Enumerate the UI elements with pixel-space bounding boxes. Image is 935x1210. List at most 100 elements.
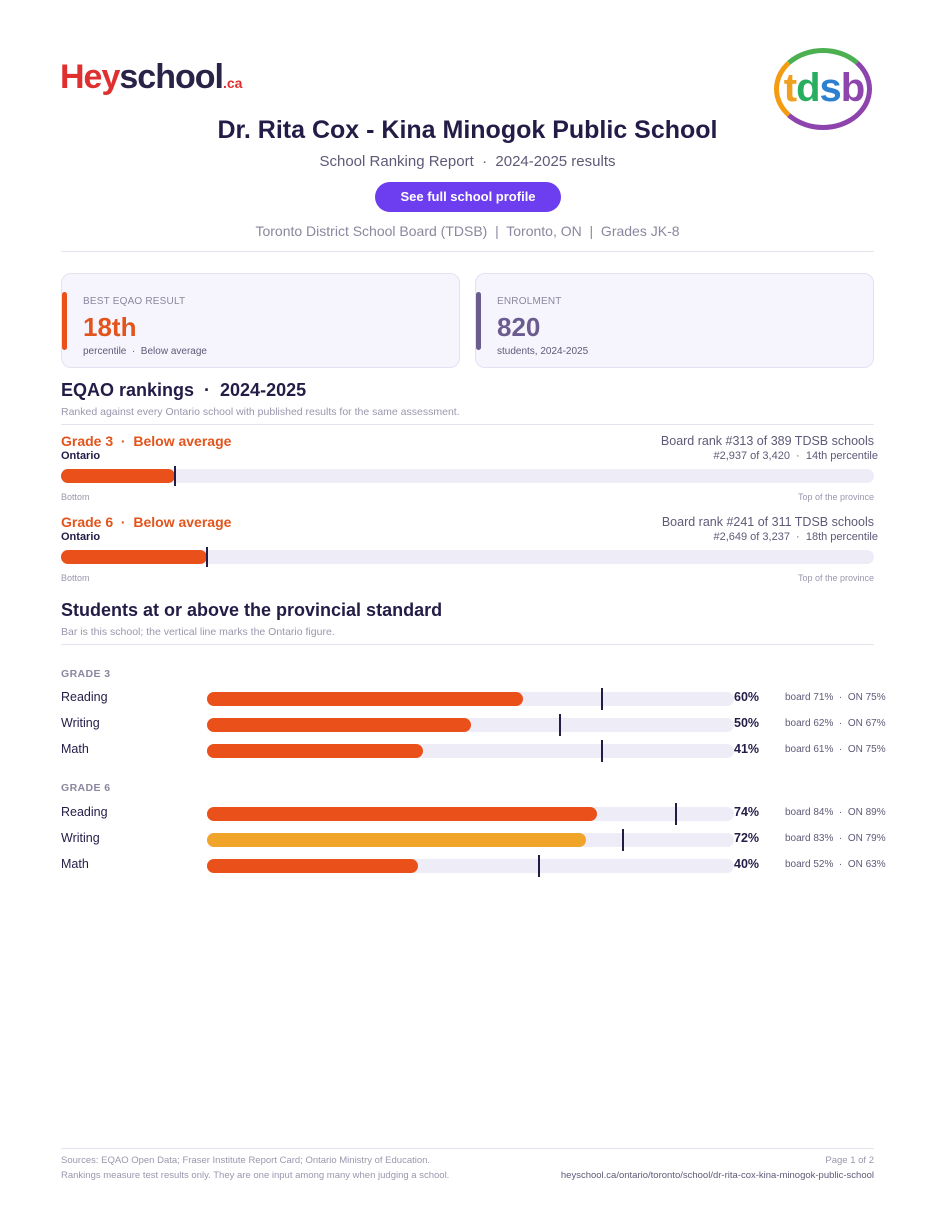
standard-bar-track — [207, 688, 734, 710]
standard-bar-track — [207, 803, 734, 825]
card-sub: percentile · Below average — [83, 346, 207, 357]
school-bar — [207, 833, 587, 847]
province-rank: #2,649 of 3,237 · 18th percentile — [713, 531, 878, 543]
ontario-marker — [538, 855, 540, 877]
comparison-text: board 83% · ON 79% — [785, 833, 886, 844]
standard-row: Writing 50% board 62% · ON 67% — [0, 714, 935, 740]
logo-part-s: s — [819, 66, 842, 110]
divider — [61, 1148, 874, 1149]
logo-part-t: t — [783, 66, 797, 110]
ontario-marker — [601, 688, 604, 710]
school-percent: 41% — [734, 742, 760, 756]
scale-top-label: Top of the province — [797, 492, 874, 502]
scale-bottom-label: Bottom — [61, 492, 90, 502]
comparison-text: board 61% · ON 75% — [785, 744, 886, 755]
standard-bar-track — [207, 714, 734, 736]
card-enrolment: ENROLMENT 820 students, 2024-2025 — [475, 273, 874, 368]
comparison-text: board 52% · ON 63% — [785, 859, 886, 870]
logo-part-ca: .ca — [222, 75, 243, 91]
ranking-scope: Ontario — [61, 450, 101, 462]
school-bar — [207, 744, 424, 758]
page-title: Dr. Rita Cox - Kina Minogok Public Schoo… — [217, 116, 718, 144]
rankings-note: Ranked against every Ontario school with… — [61, 406, 460, 418]
standard-bar-track — [207, 855, 734, 877]
school-percent: 74% — [734, 805, 760, 819]
ontario-marker — [601, 740, 604, 762]
tdsb-logo-ring — [774, 48, 872, 130]
logo-part-d: d — [796, 66, 820, 110]
card-accent — [476, 292, 481, 350]
school-bar — [207, 807, 597, 821]
tdsb-logo: tdsb — [772, 48, 876, 132]
percentile-marker — [173, 466, 176, 486]
ranking-heading: Grade 6 · Below average — [61, 514, 232, 530]
card-accent — [62, 292, 67, 350]
scale-bottom-label: Bottom — [61, 573, 90, 583]
card-sub: students, 2024-2025 — [497, 346, 589, 357]
divider — [61, 251, 874, 252]
ranking-heading: Grade 3 · Below average — [61, 433, 232, 449]
scale-top-label: Top of the province — [797, 573, 874, 583]
percentile-track — [61, 466, 874, 486]
school-bar — [207, 859, 418, 873]
card-label: ENROLMENT — [497, 296, 562, 307]
divider — [61, 424, 874, 425]
grade-6-label: GRADE 6 — [61, 782, 111, 794]
rankings-heading: EQAO rankings · 2024-2025 — [61, 380, 307, 400]
logo-part-school: school — [119, 58, 224, 96]
school-meta: Toronto District School Board (TDSB) | T… — [255, 223, 680, 239]
ontario-marker — [622, 829, 625, 851]
ranking-scope: Ontario — [61, 531, 101, 543]
divider — [61, 644, 874, 645]
comparison-text: board 62% · ON 67% — [785, 718, 886, 729]
subject-label: Math — [61, 742, 89, 756]
subject-label: Math — [61, 857, 89, 871]
card-value: 18th — [83, 312, 137, 342]
grade-3-label: GRADE 3 — [61, 668, 111, 680]
subject-label: Writing — [61, 831, 100, 845]
comparison-text: board 71% · ON 75% — [785, 692, 886, 703]
standard-row: Reading 74% board 84% · ON 89% — [0, 803, 935, 829]
percentile-track — [61, 547, 874, 567]
footer-url[interactable]: heyschool.ca/ontario/toronto/school/dr-r… — [560, 1170, 874, 1181]
card-value: 820 — [497, 312, 541, 342]
page-number: Page 1 of 2 — [825, 1155, 874, 1166]
province-rank: #2,937 of 3,420 · 14th percentile — [713, 450, 878, 462]
subject-label: Reading — [61, 805, 108, 819]
board-rank: Board rank #313 of 389 TDSB schools — [660, 434, 874, 448]
footer-sources: Sources: EQAO Open Data; Fraser Institut… — [61, 1155, 431, 1166]
report-subtitle: School Ranking Report · 2024-2025 result… — [319, 153, 616, 170]
school-percent: 72% — [734, 831, 760, 845]
school-bar — [207, 718, 471, 732]
standards-note: Bar is this school; the vertical line ma… — [61, 626, 335, 638]
standard-bar-track — [207, 740, 734, 762]
standard-bar-track — [207, 829, 734, 851]
board-rank: Board rank #241 of 311 TDSB schools — [661, 515, 874, 529]
logo-part-he: He — [60, 58, 102, 96]
see-full-profile-button[interactable]: See full school profile — [375, 182, 561, 212]
standard-row: Math 41% board 61% · ON 75% — [0, 740, 935, 766]
subject-label: Writing — [61, 716, 100, 730]
subject-label: Reading — [61, 690, 108, 704]
ontario-marker — [675, 803, 678, 825]
standard-row: Math 40% board 52% · ON 63% — [0, 855, 935, 881]
card-label: BEST EQAO RESULT — [83, 296, 186, 307]
card-best-eqao: BEST EQAO RESULT 18th percentile · Below… — [61, 273, 460, 368]
standard-row: Writing 72% board 83% · ON 79% — [0, 829, 935, 855]
footer-disclaimer: Rankings measure test results only. They… — [61, 1170, 450, 1181]
standards-heading: Students at or above the provincial stan… — [61, 600, 443, 620]
school-bar — [207, 692, 524, 706]
tdsb-logo-text: tdsb — [772, 66, 876, 111]
logo-part-y: y — [101, 58, 120, 96]
logo-part-b: b — [840, 66, 865, 110]
standard-row: Reading 60% board 71% · ON 75% — [0, 688, 935, 714]
comparison-text: board 84% · ON 89% — [785, 807, 886, 818]
percentile-marker — [206, 547, 209, 567]
school-percent: 60% — [734, 690, 760, 704]
percentile-fill — [61, 469, 175, 483]
ontario-marker — [559, 714, 562, 736]
school-percent: 50% — [734, 716, 760, 730]
heyschool-logo: Heyschool.ca — [60, 58, 242, 97]
school-percent: 40% — [734, 857, 760, 871]
percentile-fill — [61, 550, 208, 564]
